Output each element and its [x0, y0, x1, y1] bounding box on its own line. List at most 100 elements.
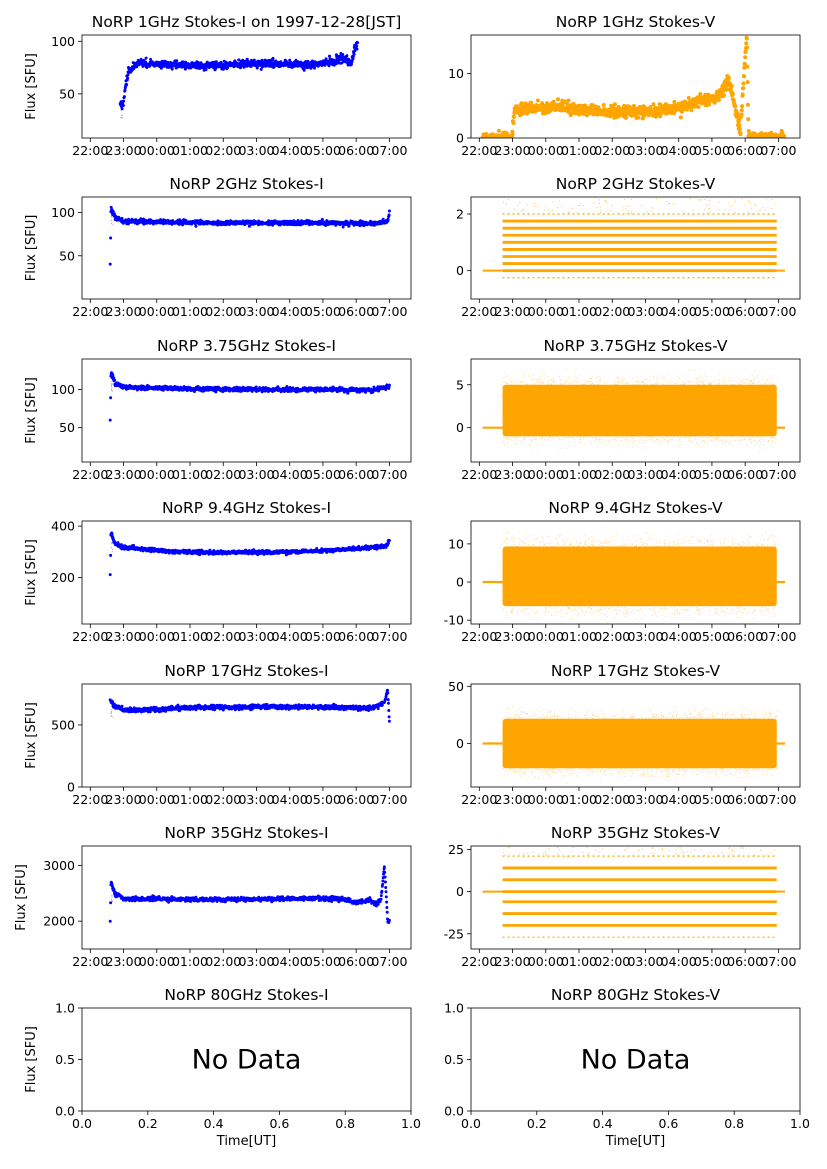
y-axis-label: Flux [SFU]	[24, 215, 39, 282]
x-tick-label: 0.8	[724, 1116, 744, 1131]
x-tick-label: 05:00	[694, 629, 730, 644]
y-axis-label: Flux [SFU]	[24, 53, 39, 120]
x-tick-label: 02:00	[594, 792, 630, 807]
noise-scatter	[502, 530, 777, 624]
y-tick-label: 10	[448, 536, 464, 551]
x-tick-label: 23:00	[106, 792, 142, 807]
y-tick-label: 50	[59, 86, 75, 101]
x-tick-label: 0.4	[204, 1116, 224, 1131]
panel-title: NoRP 35GHz Stokes-V	[551, 824, 721, 842]
x-tick-label: 06:00	[338, 629, 374, 644]
x-tick-label: 00:00	[139, 792, 175, 807]
x-tick-label: 23:00	[495, 467, 531, 482]
panel-stokes-v-5: NoRP 35GHz Stokes-V -25 0 25 22:0023:0000:00…	[444, 824, 801, 969]
x-tick-label: 07:00	[371, 143, 407, 158]
sparse-points	[502, 198, 776, 215]
x-tick-label: 02:00	[205, 143, 241, 158]
x-tick-label: 1.0	[790, 1116, 810, 1131]
x-tick-label: 22:00	[72, 954, 108, 969]
x-tick-label: 02:00	[594, 143, 630, 158]
y-tick-label: 10	[448, 66, 464, 81]
axes-frame	[470, 520, 801, 625]
x-tick-label: 01:00	[172, 954, 208, 969]
x-tick-label: 22:00	[72, 304, 108, 319]
x-tick-label: 01:00	[172, 792, 208, 807]
panel-title: NoRP 2GHz Stokes-I	[169, 175, 323, 193]
x-tick-label: 01:00	[561, 629, 597, 644]
x-tick-label: 0.2	[138, 1116, 158, 1131]
panel-stokes-i-5: NoRP 35GHz Stokes-I 2000 3000 22:0023:0000:…	[14, 824, 412, 969]
x-tick-label: 01:00	[172, 304, 208, 319]
x-tick-label: 04:00	[272, 792, 308, 807]
y-tick-label: 2	[456, 207, 464, 222]
x-tick-label: 02:00	[205, 954, 241, 969]
data-outliers	[110, 533, 114, 553]
y-tick-label: 0.0	[55, 1104, 75, 1119]
y-tick-label: 200	[51, 570, 75, 585]
data-trace	[108, 205, 391, 266]
x-tick-label: 00:00	[139, 304, 175, 319]
x-tick-label: 07:00	[760, 954, 796, 969]
data-points	[118, 40, 360, 119]
x-tick-label: 06:00	[727, 954, 763, 969]
x-tick-label: 04:00	[272, 304, 308, 319]
y-tick-label: 0	[67, 780, 75, 795]
data-outliers	[120, 103, 123, 119]
data-trace	[480, 35, 787, 138]
x-tick-label: 23:00	[495, 143, 531, 158]
data-points	[482, 368, 786, 453]
x-tick-label: 07:00	[371, 954, 407, 969]
panel-title: NoRP 9.4GHz Stokes-I	[162, 499, 331, 517]
y-tick-label: 100	[51, 34, 75, 49]
y-tick-label: 0	[456, 420, 464, 435]
x-tick-label: 0.4	[593, 1116, 613, 1131]
panel-stokes-i-4: NoRP 17GHz Stokes-I 0 500 22:0023:0000:0001…	[24, 662, 412, 807]
panel-stokes-i-0: NoRP 1GHz Stokes-I on 1997-12-28[JST] 50 1…	[24, 13, 412, 158]
data-points	[108, 688, 391, 723]
x-tick-label: 00:00	[528, 629, 564, 644]
x-tick-label: 03:00	[627, 629, 663, 644]
x-tick-label: 05:00	[694, 954, 730, 969]
x-tick-label: 07:00	[760, 143, 796, 158]
x-tick-label: 03:00	[238, 467, 274, 482]
y-tick-label: 2000	[43, 914, 75, 929]
x-tick-label: 00:00	[139, 954, 175, 969]
x-tick-label: 03:00	[238, 792, 274, 807]
y-tick-label: -10	[444, 613, 464, 628]
y-axis-label: Flux [SFU]	[24, 539, 39, 606]
x-tick-label: 02:00	[205, 629, 241, 644]
panel-title: NoRP 17GHz Stokes-I	[164, 662, 328, 680]
y-tick-label: 1.0	[444, 1001, 464, 1016]
x-tick-label: 00:00	[528, 792, 564, 807]
x-tick-label: 22:00	[72, 792, 108, 807]
y-tick-label: 1.0	[55, 1001, 75, 1016]
panel-stokes-v-1: NoRP 2GHz Stokes-V 0 2 22:0023:0000:0001:00…	[456, 175, 801, 319]
x-tick-label: 01:00	[172, 467, 208, 482]
data-points	[108, 531, 391, 577]
x-tick-label: 04:00	[661, 954, 697, 969]
x-tick-label: 07:00	[760, 467, 796, 482]
data-points	[108, 205, 391, 266]
x-tick-label: 07:00	[371, 792, 407, 807]
x-tick-label: 0.6	[658, 1116, 678, 1131]
data-trace	[108, 531, 391, 577]
x-tick-label: 05:00	[694, 467, 730, 482]
x-tick-label: 06:00	[727, 304, 763, 319]
x-tick-label: 23:00	[495, 954, 531, 969]
x-tick-label: 03:00	[627, 954, 663, 969]
x-tick-label: 01:00	[561, 143, 597, 158]
y-axis-label: Flux [SFU]	[14, 864, 29, 931]
x-tick-label: 23:00	[106, 629, 142, 644]
x-tick-label: 00:00	[139, 629, 175, 644]
y-tick-label: 100	[51, 382, 75, 397]
x-tick-label: 00:00	[139, 143, 175, 158]
axes-frame	[81, 683, 412, 788]
x-tick-label: 03:00	[627, 467, 663, 482]
x-tick-label: 04:00	[661, 629, 697, 644]
data-trace	[108, 371, 391, 422]
x-tick-label: 02:00	[205, 467, 241, 482]
panel-title: NoRP 80GHz Stokes-V	[551, 986, 721, 1004]
x-tick-label: 22:00	[72, 143, 108, 158]
x-tick-label: 00:00	[528, 954, 564, 969]
